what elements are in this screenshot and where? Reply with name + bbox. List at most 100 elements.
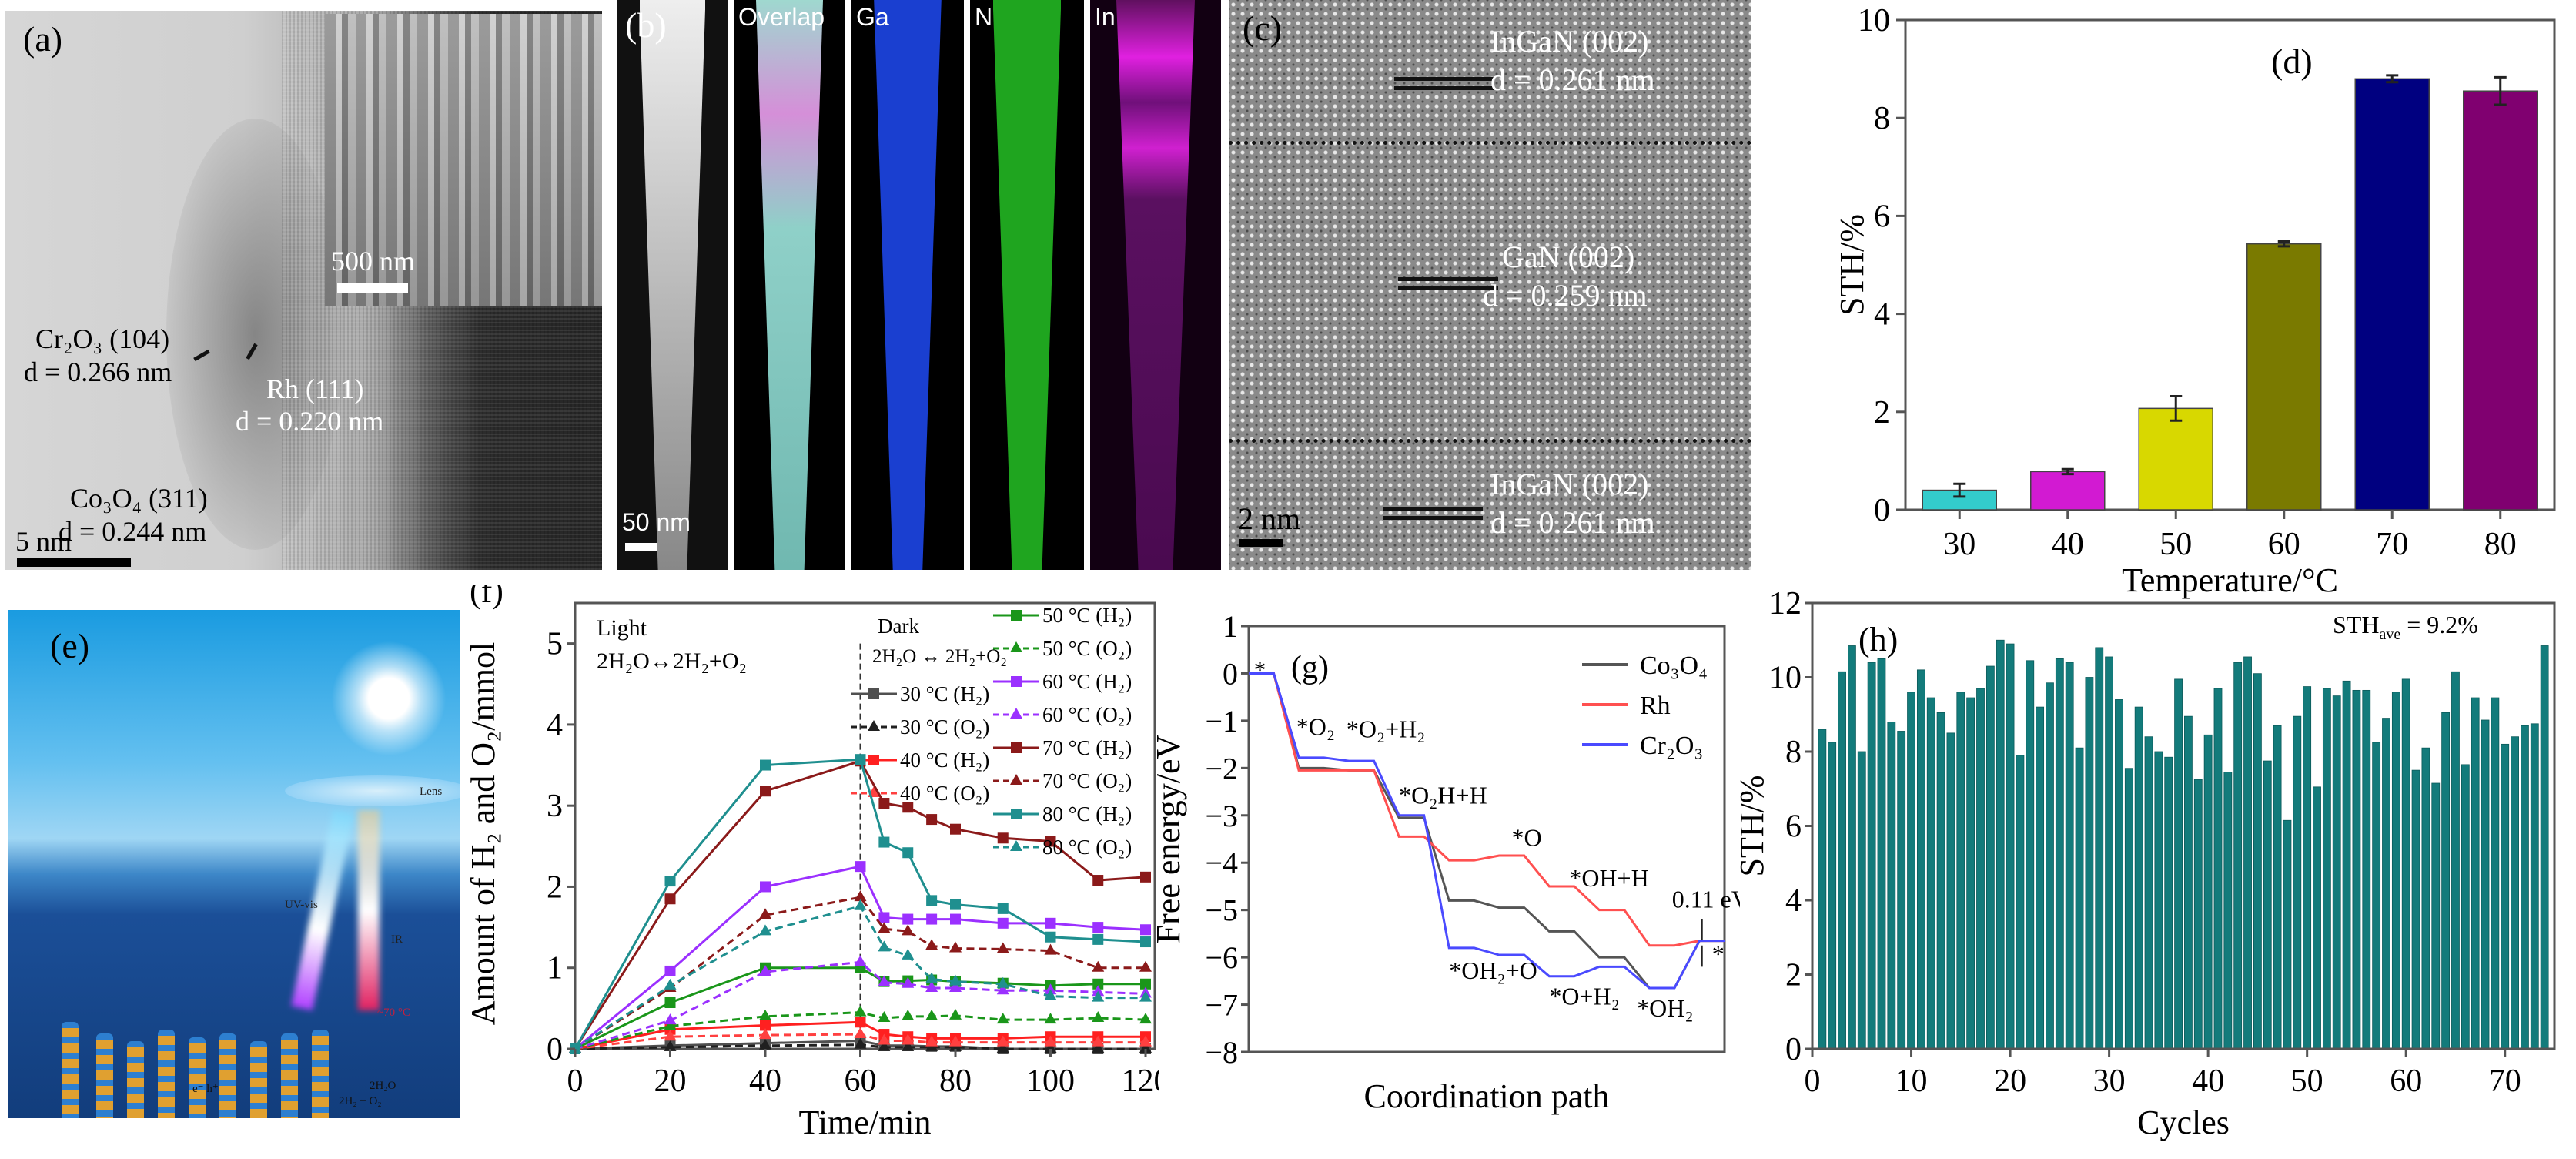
nanowire-rod [219,1033,236,1118]
series-line [574,896,1146,1050]
y-tick-label: 6 [1785,809,1802,845]
nanowire-rod [62,1022,79,1118]
data-point [1045,917,1056,929]
data-point [1140,871,1151,883]
y-axis-title: Free energy/eV [1155,734,1187,943]
eds-map-overlap: Overlap [734,0,845,570]
data-point [997,832,1009,844]
bar [2431,782,2441,1050]
annotation-light-reaction: 2H₂O↔2H₂+O₂ [597,648,747,674]
bar [1966,697,1975,1050]
step-annotation: *OH₂ [1637,994,1693,1022]
data-point [1092,1042,1105,1053]
data-point [664,876,676,887]
bar [2273,725,2282,1050]
ir-beam [358,810,380,1010]
eds-map-in: In [1090,0,1221,570]
spacing-marker [1394,86,1494,90]
data-point [996,1035,1009,1047]
series-line [1249,672,1725,990]
y-tick-label: −4 [1205,846,1238,880]
data-point [1092,922,1104,933]
bar [1877,658,1886,1050]
interface-line [1229,141,1751,145]
chart-f-gas-evolution: 30 °C (H₂) 30 °C (O₂) 40 °C (H₂) 40 °C (O₂)… [464,585,1159,1141]
bar [1887,721,1896,1050]
bar [2521,725,2529,1050]
scale-bar-label: 2 nm [1238,501,1301,536]
series-line [574,966,1146,1050]
data-point [1139,1035,1152,1047]
data-point [1139,990,1152,1002]
data-point [878,1033,891,1045]
annotation-phase: Co₃O₄ (311) [70,483,208,514]
y-tick-label: −5 [1205,893,1238,928]
uv-vis-label: UV-vis [285,899,318,911]
data-point [664,997,676,1008]
annotation-phase: Cr₂O₃ (104) [35,323,170,354]
data-point [902,1040,915,1051]
bar [1828,742,1837,1050]
series-line [574,1011,1146,1050]
bar [1838,671,1846,1050]
scale-bar-label: 50 nm [622,508,691,536]
y-tick-label: 1 [1223,609,1238,644]
bar [1926,697,1935,1050]
legend-marker [1011,742,1022,753]
bar [2481,719,2490,1050]
annotation-spacing: d = 0.259 nm [1483,278,1648,313]
legend-marker [868,720,880,731]
data-point [854,890,867,902]
bar [2540,645,2549,1050]
spacing-marker [1398,277,1498,281]
annotation-spacing: d = 0.220 nm [236,406,384,437]
data-point [949,981,962,993]
bar [2075,747,2084,1050]
data-point [1139,1042,1152,1053]
data-point [1044,1013,1057,1024]
legend-label: 40 °C (H₂) [900,749,989,772]
data-point [759,1038,771,1050]
error-bar [2494,75,2507,106]
data-point [854,1027,867,1039]
y-tick-label: −7 [1205,988,1238,1023]
step-annotation: *O+H₂ [1549,983,1619,1010]
legend-marker [1011,809,1022,819]
bar [2511,736,2519,1050]
x-tick-label: 30 [2093,1064,2126,1099]
data-point [902,913,914,925]
data-point [950,823,961,835]
bar [2491,697,2500,1050]
data-point [902,847,914,859]
step-annotation: * [1712,940,1725,967]
bar [2342,680,2351,1050]
panel-label-e: (e) [50,626,90,665]
y-tick-label: 8 [1874,101,1890,136]
data-point [1139,960,1152,972]
data-point [949,1035,962,1047]
panel-label-b: (b) [625,5,667,45]
bar [2085,677,2094,1050]
legend-label: 70 °C (H₂) [1042,736,1132,759]
series-line [574,904,1146,1050]
data-point [902,924,915,936]
data-point [902,948,915,960]
data-point [878,1010,891,1022]
legend-label: 60 °C (O₂) [1042,703,1132,726]
x-tick-label: 50 [2159,527,2192,562]
data-point [760,786,771,797]
bar [2184,715,2193,1050]
data-point [855,861,866,873]
temperature-label: ~70 °C [377,1007,410,1019]
data-point [1092,875,1104,886]
x-tick-label: 80 [2484,527,2517,562]
data-point [854,1005,867,1017]
data-point [950,899,961,910]
data-point [1044,1035,1057,1047]
legend-marker [1010,774,1022,785]
legend-marker [1011,676,1022,687]
x-tick-label: 120 [1122,1064,1159,1099]
data-point [854,955,867,966]
bar [2134,706,2143,1050]
spacing-marker [1383,507,1483,511]
